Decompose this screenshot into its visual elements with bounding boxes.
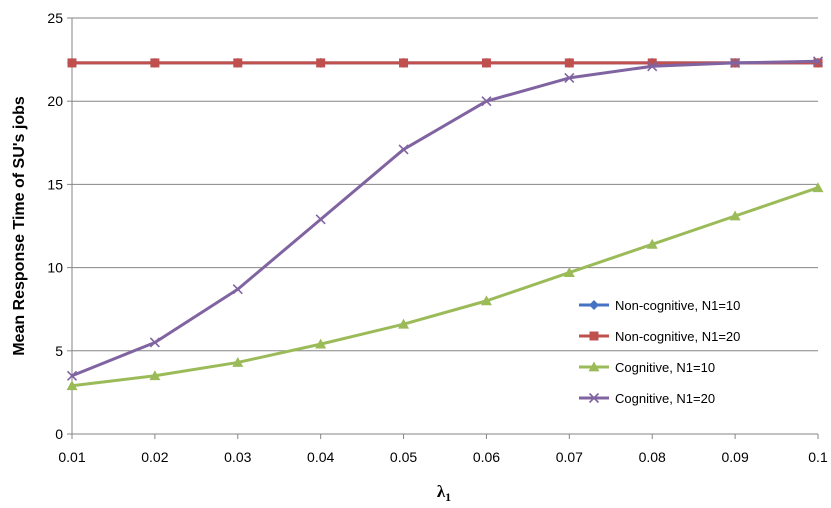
data-point-triangle xyxy=(812,182,824,193)
x-tick-label: 0.02 xyxy=(141,449,168,465)
legend-entry: Non-cognitive, N1=10 xyxy=(579,298,740,313)
legend: Non-cognitive, N1=10 Non-cognitive, N1=20… xyxy=(579,298,740,406)
x-axis-label-subscript: 1 xyxy=(445,490,451,504)
data-point-x xyxy=(481,96,492,107)
x-tick-label: 0.09 xyxy=(721,449,748,465)
data-point-x-stroke xyxy=(812,56,824,67)
data-point-triangle xyxy=(398,318,410,329)
data-point-x-stroke xyxy=(588,392,600,404)
data-point-x-stroke xyxy=(66,370,78,381)
series-4 xyxy=(66,56,824,381)
y-tick-label: 10 xyxy=(47,260,63,276)
data-point-square xyxy=(233,58,243,68)
data-point-x-stroke xyxy=(730,57,741,68)
y-tick-label: 20 xyxy=(47,93,63,109)
y-tick-label: 25 xyxy=(47,10,63,26)
x-tick-label: 0.1 xyxy=(808,449,828,465)
data-point-triangle xyxy=(563,267,575,277)
data-point-triangle xyxy=(315,338,327,349)
x-tick-label: 0.01 xyxy=(58,449,85,465)
x-axis-label-main: λ xyxy=(437,482,446,501)
legend-entry: Cognitive, N1=10 xyxy=(579,360,715,375)
y-axis-label: Mean Response Time of SU's jobs xyxy=(11,96,28,356)
legend-entry: Cognitive, N1=20 xyxy=(579,391,715,406)
data-point-square xyxy=(481,58,491,68)
data-point-x-stroke xyxy=(481,96,492,107)
data-point-x xyxy=(149,337,160,348)
x-tick-label: 0.08 xyxy=(639,449,666,465)
data-point-x-stroke xyxy=(647,61,658,72)
data-point-x-stroke xyxy=(398,144,409,155)
data-point-x xyxy=(315,214,326,225)
data-point-x xyxy=(730,57,741,68)
x-tick-label: 0.05 xyxy=(390,449,417,465)
axes xyxy=(67,17,819,439)
data-point-x-stroke xyxy=(149,337,160,348)
data-point-x xyxy=(66,370,78,381)
x-tick-label: 0.03 xyxy=(224,449,251,465)
y-tick-label: 0 xyxy=(55,426,63,442)
data-point-triangle xyxy=(729,210,741,221)
data-point-square xyxy=(589,331,599,341)
data-point-x-stroke xyxy=(564,72,575,83)
legend-label: Non-cognitive, N1=20 xyxy=(615,329,740,344)
legend-label: Cognitive, N1=10 xyxy=(615,360,715,375)
legend-label: Non-cognitive, N1=10 xyxy=(615,298,740,313)
data-point-triangle xyxy=(480,295,492,306)
x-tick-label: 0.06 xyxy=(473,449,500,465)
x-tick-label: 0.07 xyxy=(556,449,583,465)
data-point-square xyxy=(67,58,77,68)
data-point-square xyxy=(647,58,657,68)
data-point-triangle xyxy=(232,356,244,367)
series-line xyxy=(71,59,819,378)
data-point-diamond xyxy=(589,300,599,310)
data-point-square xyxy=(316,58,326,68)
data-point-x-stroke xyxy=(232,284,243,295)
series-3 xyxy=(66,182,824,391)
gridlines xyxy=(72,17,818,352)
y-tick-label: 15 xyxy=(47,176,63,192)
x-tick-labels: 0.01 0.02 0.03 0.04 0.05 0.06 0.07 0.08 0.09 0.1 xyxy=(58,449,828,465)
data-point-square xyxy=(564,58,574,68)
x-axis-label: λ1 xyxy=(437,482,451,504)
legend-entry: Non-cognitive, N1=20 xyxy=(579,329,740,344)
data-point-triangle xyxy=(66,380,78,391)
data-point-square xyxy=(150,58,160,68)
data-point-x xyxy=(232,284,243,295)
data-point-x xyxy=(812,56,824,67)
y-tick-labels: 0 5 10 15 20 25 xyxy=(47,10,63,442)
data-point-x xyxy=(588,392,600,404)
y-tick-label: 5 xyxy=(55,343,63,359)
data-point-x xyxy=(564,72,575,83)
x-tick-label: 0.04 xyxy=(307,449,334,465)
legend-label: Cognitive, N1=20 xyxy=(615,391,715,406)
data-point-x xyxy=(398,144,409,155)
data-point-square xyxy=(399,58,409,68)
series-group xyxy=(66,56,824,391)
data-point-triangle xyxy=(588,361,600,372)
series-line xyxy=(71,186,819,388)
data-point-square xyxy=(813,58,823,68)
data-point-x-stroke xyxy=(315,214,326,225)
data-point-triangle xyxy=(646,238,658,249)
data-point-x xyxy=(647,61,658,72)
data-point-triangle xyxy=(149,370,161,381)
